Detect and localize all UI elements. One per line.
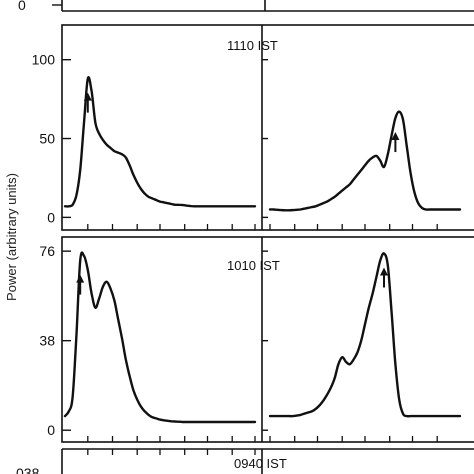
arrow-head-icon [391,132,400,141]
panel-1110-right-curve [268,110,462,212]
y-tick-label: 76 [39,243,55,259]
panel-0940-y-tick-label: 038 [16,465,40,474]
panel-1110-x-ticks [87,224,438,230]
panel-top-partial: 0 [18,0,474,13]
y-tick-label: 100 [32,52,56,68]
panel-1010-frame [61,236,474,443]
panel-1010-y-ticks: 0 38 76 [39,243,268,438]
arrow-head-icon [380,267,388,276]
top-panel-tick-label: 0 [18,0,26,13]
panel-1110: 1110 IST 0 50 100 [32,24,474,231]
panel-1110-left-curve [63,76,257,208]
panel-1010-left-curve [63,251,257,424]
panel-0940-partial: 0940 IST 038 [16,448,474,474]
arrow-head-icon [76,274,85,283]
y-tick-label: 0 [47,209,55,225]
y-tick-label: 50 [39,131,55,147]
panel-0940-time-label: 0940 IST [234,456,287,471]
panel-1110-arrows [83,92,400,153]
panel-1110-frame [61,24,474,231]
panel-1010-arrows [76,267,388,295]
panel-1110-time-label: 1110 IST [227,38,278,53]
arrow-head-icon [83,92,92,101]
y-tick-label: 38 [39,333,55,349]
panel-1010-time-label: 1010 IST [227,258,280,273]
panel-1110-y-ticks: 0 50 100 [32,52,268,225]
panel-0940-x-ticks [87,449,256,455]
panel-1010-right-curve [268,252,462,418]
panel-1010: 1010 IST 0 38 76 [39,236,474,443]
panel-1010-x-ticks [87,436,438,442]
y-tick-label: 0 [47,422,55,438]
y-axis-label: Power (arbitrary units) [4,173,19,301]
